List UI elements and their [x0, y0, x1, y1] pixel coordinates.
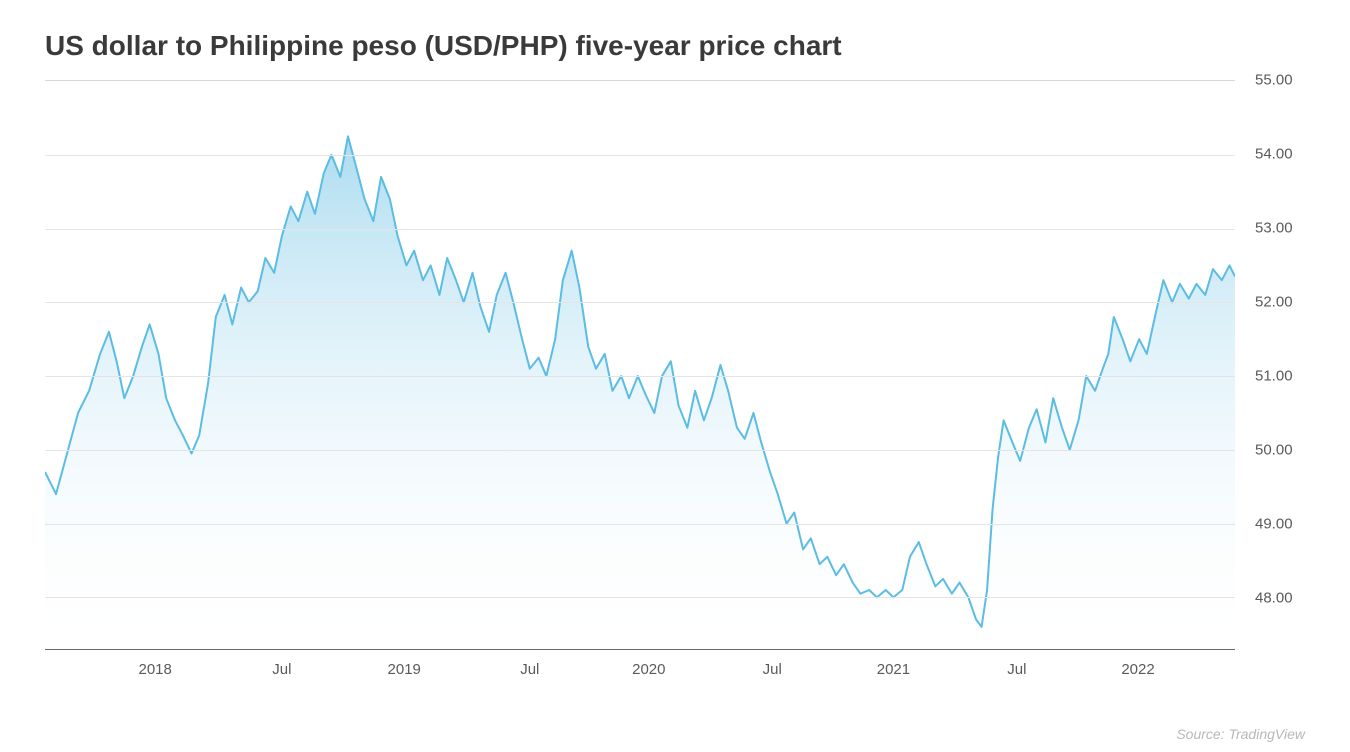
x-axis-label: 2021	[877, 661, 910, 678]
x-axis-label: 2019	[388, 661, 421, 678]
gridline	[45, 302, 1235, 303]
chart-container: 48.0049.0050.0051.0052.0053.0054.0055.00…	[45, 80, 1305, 700]
y-axis-label: 49.00	[1245, 516, 1305, 533]
gridline	[45, 155, 1235, 156]
y-axis-label: 50.00	[1245, 442, 1305, 459]
gridline	[45, 597, 1235, 598]
gridline	[45, 524, 1235, 525]
x-axis-label: 2020	[632, 661, 665, 678]
x-axis-label: Jul	[763, 661, 782, 678]
y-axis-label: 51.00	[1245, 368, 1305, 385]
y-axis-label: 52.00	[1245, 294, 1305, 311]
x-axis-label: Jul	[1007, 661, 1026, 678]
plot-area	[45, 80, 1235, 650]
y-axis-label: 53.00	[1245, 220, 1305, 237]
gridline	[45, 229, 1235, 230]
y-axis-label: 54.00	[1245, 146, 1305, 163]
x-axis-label: 2022	[1121, 661, 1154, 678]
x-axis-label: 2018	[138, 661, 171, 678]
y-axis-label: 55.00	[1245, 72, 1305, 89]
source-attribution: Source: TradingView	[1176, 726, 1305, 742]
x-axis-label: Jul	[520, 661, 539, 678]
x-axis-label: Jul	[272, 661, 291, 678]
gridline	[45, 450, 1235, 451]
gridline	[45, 376, 1235, 377]
chart-title: US dollar to Philippine peso (USD/PHP) f…	[45, 30, 1305, 62]
area-series	[45, 81, 1235, 649]
y-axis-label: 48.00	[1245, 590, 1305, 607]
